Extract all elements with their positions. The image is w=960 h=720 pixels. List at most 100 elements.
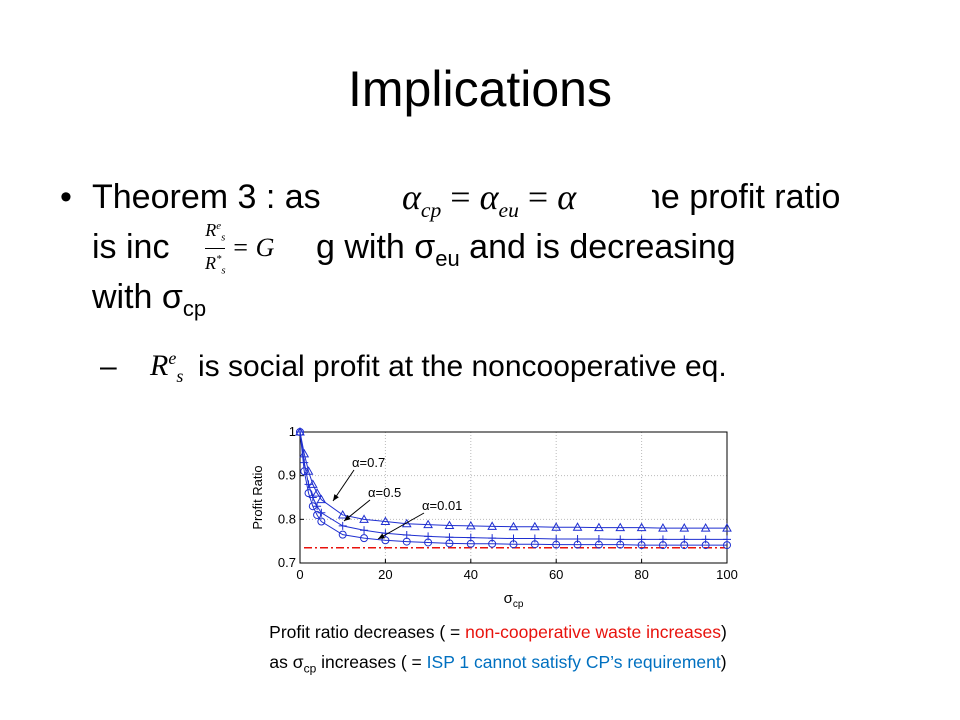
y-tick-label: 0.9 — [278, 468, 296, 483]
y-tick-label: 0.8 — [278, 511, 296, 526]
annotation: α=0.7 — [352, 455, 385, 470]
bullet-line: is inc — [92, 228, 169, 267]
marker — [487, 521, 498, 530]
marker — [300, 467, 309, 476]
text: and is decreasing — [459, 228, 736, 266]
axes-frame — [299, 431, 728, 564]
marker — [304, 480, 313, 489]
slide-title: Implications — [348, 61, 612, 117]
math: s — [221, 264, 226, 277]
x-tick-label: 20 — [378, 567, 392, 582]
math: cp — [420, 198, 442, 223]
text: with σ — [92, 278, 183, 316]
marker — [296, 428, 304, 436]
annotation: α=0.01 — [422, 498, 462, 513]
marker — [700, 523, 711, 532]
x-tick-label: 40 — [464, 567, 478, 582]
x-tick-label: 60 — [549, 567, 563, 582]
caption-text: cp — [303, 661, 317, 676]
marker — [594, 540, 603, 549]
marker — [423, 519, 433, 529]
marker — [508, 521, 519, 531]
marker — [401, 518, 412, 528]
marker — [616, 535, 625, 544]
marker — [359, 514, 369, 523]
marker — [444, 520, 455, 529]
caption-text: increases ( = — [316, 652, 427, 672]
annotation: α=0.5 — [368, 485, 401, 500]
marker — [488, 539, 497, 548]
marker — [317, 508, 326, 517]
math: e — [168, 348, 177, 368]
bullet-line: he profit ratio — [642, 178, 840, 217]
marker — [445, 539, 454, 548]
math-social: Res — [150, 348, 184, 387]
math: s — [176, 366, 184, 386]
marker — [308, 502, 317, 511]
math: α — [402, 177, 421, 217]
marker — [466, 539, 475, 548]
marker — [551, 522, 562, 531]
y-tick-label: 1 — [289, 424, 296, 439]
x-tick-label: 100 — [716, 567, 738, 582]
marker — [337, 509, 348, 519]
caption-text: Profit ratio decreases ( = — [269, 622, 466, 642]
marker — [658, 541, 667, 550]
marker — [658, 523, 668, 532]
x-axis-label: σcp — [504, 590, 524, 610]
caption-text: ) — [721, 622, 727, 642]
marker — [317, 517, 326, 526]
math: eu — [498, 198, 519, 223]
marker — [572, 522, 583, 531]
annotation-arrowhead — [344, 514, 351, 521]
marker — [313, 510, 322, 519]
bullet-line: with σcp — [92, 278, 206, 322]
text: eu — [435, 245, 460, 271]
marker — [529, 521, 540, 531]
marker — [316, 494, 327, 504]
marker — [465, 520, 476, 530]
annotation-arrowhead — [378, 533, 385, 539]
marker — [307, 479, 318, 488]
x-axis-label-sub: cp — [513, 599, 524, 610]
marker — [679, 523, 690, 532]
math: = G — [231, 233, 275, 262]
math-ratio: Res R*s = G — [205, 220, 315, 276]
math: s — [221, 231, 226, 244]
text: cp — [182, 295, 207, 321]
bullet-line: g with σeu and is decreasing — [316, 228, 736, 272]
text: g with σ — [316, 228, 436, 266]
x-tick-label: 80 — [634, 567, 648, 582]
marker — [338, 530, 347, 539]
marker — [304, 489, 313, 498]
marker — [380, 516, 391, 526]
marker — [509, 540, 518, 549]
text: Theorem 3 : as — [92, 178, 321, 216]
math: R — [150, 349, 169, 382]
marker — [338, 521, 347, 530]
series-line — [299, 431, 727, 546]
caption-text: as σ — [269, 652, 304, 672]
marker — [636, 522, 647, 532]
marker — [300, 458, 309, 467]
marker — [637, 541, 646, 550]
marker — [616, 540, 625, 549]
math: α — [557, 177, 577, 217]
y-axis-label: Profit Ratio — [250, 465, 265, 529]
sub-bullet-dash: – — [100, 350, 117, 383]
marker — [615, 522, 626, 532]
marker — [360, 534, 369, 543]
marker — [313, 502, 322, 511]
sub-bullet-text: is social profit at the noncooperative e… — [198, 350, 727, 383]
math: R — [205, 219, 217, 240]
caption-text: ) — [720, 652, 727, 672]
marker — [360, 526, 369, 535]
x-axis-label-symbol: σ — [504, 590, 514, 607]
annotation-arrowhead — [333, 494, 339, 501]
marker — [722, 523, 732, 532]
bullet-line: Theorem 3 : as — [92, 178, 321, 217]
marker — [303, 466, 314, 475]
caption-text: ISP 1 cannot satisfy CP’s requirement — [426, 652, 721, 672]
math: = — [450, 177, 471, 217]
math-alpha: αcp = αeu = α — [402, 176, 652, 224]
